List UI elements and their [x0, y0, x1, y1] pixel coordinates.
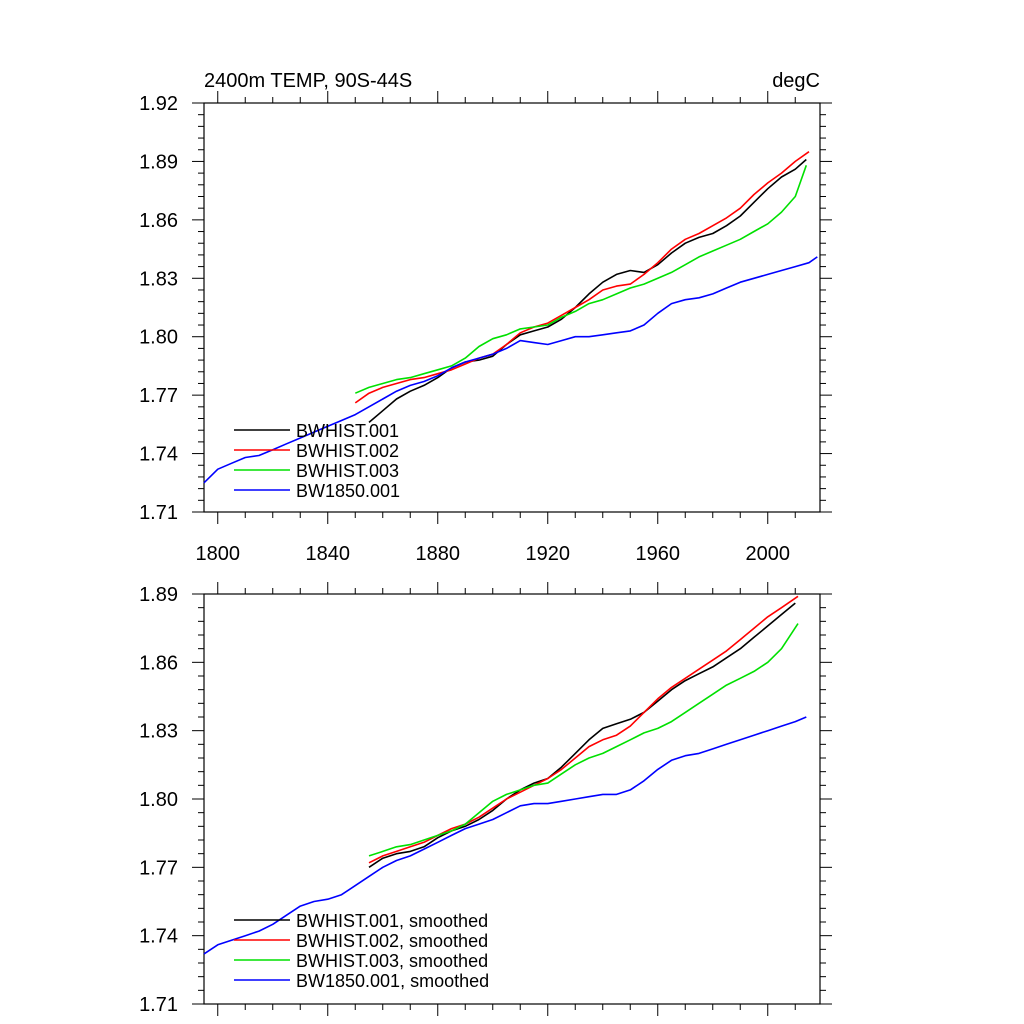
- top-y-tick-label: 1.86: [139, 210, 178, 232]
- top-y-tick-label: 1.71: [139, 502, 178, 524]
- bottom-y-tick-label: 1.80: [139, 789, 178, 811]
- top-y-tick-label: 1.89: [139, 151, 178, 173]
- bottom-y-tick-label: 1.86: [139, 652, 178, 674]
- top-plot-frame: [203, 102, 821, 513]
- top-series-line-bwhist-001: [368, 158, 807, 424]
- top-y-tick-label: 1.77: [139, 385, 178, 407]
- top-x-tick-label: 2000: [746, 543, 791, 565]
- top-panel: 2400m TEMP, 90S-44S degC 1800 1840 1880 192…: [139, 70, 832, 565]
- bottom-y-tick-label: 1.89: [139, 584, 178, 606]
- bottom-legend-label-bw1850-001-smoothed: BW1850.001, smoothed: [296, 971, 489, 991]
- bottom-y-tick-label: 1.77: [139, 857, 178, 879]
- bottom-series-line-bwhist-003-smoothed: [368, 623, 799, 857]
- bottom-series-line-bwhist-001-smoothed: [368, 602, 796, 868]
- top-x-tick-label: 1880: [416, 543, 461, 565]
- bottom-legend-label-bwhist-002-smoothed: BWHIST.002, smoothed: [296, 931, 488, 951]
- top-title-right: degC: [772, 70, 820, 92]
- bottom-legend-label-bwhist-003-smoothed: BWHIST.003, smoothed: [296, 951, 488, 971]
- bottom-legend-label-bwhist-001-smoothed: BWHIST.001, smoothed: [296, 911, 488, 931]
- top-series-line-bwhist-002: [354, 151, 810, 404]
- top-x-tick-label: 1800: [196, 543, 241, 565]
- top-y-tick-label: 1.74: [139, 444, 178, 466]
- top-x-tick-label: 1960: [636, 543, 681, 565]
- bottom-panel: 1.71 1.74 1.77 1.80 1.83 1.86 1.89 BWHIST.001, …: [139, 582, 832, 1016]
- top-x-tick-label: 1840: [306, 543, 351, 565]
- bottom-y-tick-label: 1.71: [139, 994, 178, 1016]
- top-legend-label-bwhist-003: BWHIST.003: [296, 461, 399, 481]
- top-series-line-bw1850-001: [203, 256, 818, 484]
- bottom-series-line-bw1850-001-smoothed: [203, 716, 807, 955]
- top-legend-label-bwhist-002: BWHIST.002: [296, 441, 399, 461]
- bottom-y-tick-label: 1.83: [139, 721, 178, 743]
- top-title-left: 2400m TEMP, 90S-44S: [204, 70, 412, 92]
- top-y-tick-label: 1.92: [139, 93, 178, 115]
- bottom-y-tick-label: 1.74: [139, 926, 178, 948]
- top-x-tick-label: 1920: [526, 543, 571, 565]
- top-legend-label-bw1850-001: BW1850.001: [296, 481, 400, 501]
- top-legend-label-bwhist-001: BWHIST.001: [296, 421, 399, 441]
- top-y-tick-label: 1.80: [139, 327, 178, 349]
- top-y-tick-label: 1.83: [139, 268, 178, 290]
- bottom-series-line-bwhist-002-smoothed: [368, 595, 799, 864]
- top-series-line-bwhist-003: [354, 165, 808, 394]
